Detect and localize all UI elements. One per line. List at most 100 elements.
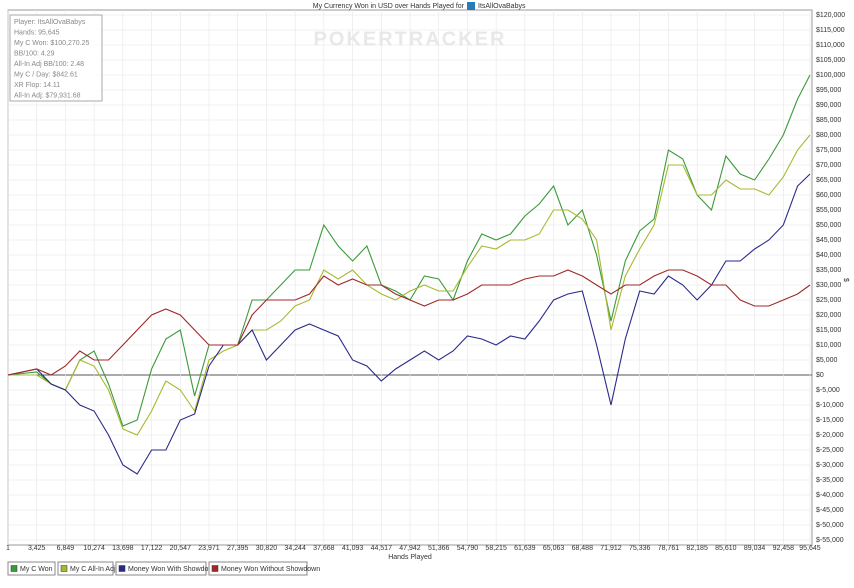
legend-label: My C All-In Adj bbox=[70, 566, 116, 573]
x-tick-label: 78,761 bbox=[658, 545, 680, 552]
y-tick-label: $120,000 bbox=[816, 12, 845, 19]
chart-title: My Currency Won in USD over Hands Played… bbox=[313, 3, 465, 10]
y-tick-label: $90,000 bbox=[816, 102, 841, 109]
y-tick-label: $-15,000 bbox=[816, 417, 844, 424]
y-tick-label: $-35,000 bbox=[816, 477, 844, 484]
stat-line: All-In Adj: $79,931.68 bbox=[14, 92, 81, 99]
x-tick-label: 47,942 bbox=[399, 545, 421, 552]
y-tick-label: $85,000 bbox=[816, 117, 841, 124]
y-tick-label: $-50,000 bbox=[816, 522, 844, 529]
y-tick-label: $60,000 bbox=[816, 192, 841, 199]
legend: My C Won My C All-In Adj Money Won With Sh… bbox=[7, 561, 320, 576]
series-line bbox=[8, 134, 811, 436]
y-tick-label: $-5,000 bbox=[816, 387, 840, 394]
legend-item[interactable]: Money Won With Showdown bbox=[115, 561, 217, 576]
y-tick-label: $70,000 bbox=[816, 162, 841, 169]
y-tick-label: $115,000 bbox=[816, 27, 845, 34]
stat-line: Player: ItsAllOvaBabys bbox=[14, 19, 86, 26]
y-tick-label: $-30,000 bbox=[816, 462, 844, 469]
legend-swatch bbox=[60, 565, 68, 572]
x-tick-label: 89,034 bbox=[744, 545, 766, 552]
x-tick-label: 71,912 bbox=[600, 545, 622, 552]
x-tick-label: 58,215 bbox=[485, 545, 507, 552]
y-tick-label: $15,000 bbox=[816, 327, 841, 334]
y-tick-label: $75,000 bbox=[816, 147, 841, 154]
stat-line: All-In Adj BB/100: 2.48 bbox=[14, 61, 84, 68]
legend-swatch bbox=[10, 565, 18, 572]
x-tick-label: 61,639 bbox=[514, 545, 536, 552]
stat-line: My C Won: $100,270.25 bbox=[14, 40, 89, 47]
y-tick-label: $0 bbox=[816, 372, 824, 379]
legend-label: My C Won bbox=[20, 566, 53, 573]
y-tick-label: $105,000 bbox=[816, 57, 845, 64]
x-tick-label: 17,122 bbox=[141, 545, 163, 552]
x-tick-label: 27,395 bbox=[227, 545, 249, 552]
x-tick-label: 92,458 bbox=[773, 545, 795, 552]
x-tick-label: 82,185 bbox=[686, 545, 708, 552]
legend-swatch bbox=[211, 565, 219, 572]
y-tick-label: $-25,000 bbox=[816, 447, 844, 454]
y-axis-label: $ bbox=[842, 278, 849, 282]
x-tick-label: 20,547 bbox=[170, 545, 192, 552]
x-tick-label: 41,093 bbox=[342, 545, 364, 552]
player-name: ItsAllOvaBabys bbox=[478, 3, 526, 10]
legend-box[interactable] bbox=[7, 561, 56, 576]
legend-label: Money Won Without Showdown bbox=[221, 566, 320, 573]
stat-line: Hands: 95,645 bbox=[14, 29, 60, 36]
series-line bbox=[7, 173, 811, 475]
y-tick-label: $40,000 bbox=[816, 252, 841, 259]
x-tick-label: 95,645 bbox=[799, 545, 821, 552]
y-tick-label: $95,000 bbox=[816, 87, 841, 94]
x-tick-label: 30,820 bbox=[256, 545, 278, 552]
legend-label: Money Won With Showdown bbox=[128, 566, 217, 573]
legend-swatch bbox=[118, 565, 126, 572]
y-tick-label: $10,000 bbox=[816, 342, 841, 349]
y-tick-label: $35,000 bbox=[816, 267, 841, 274]
legend-box[interactable] bbox=[208, 561, 308, 576]
x-tick-label: 6,849 bbox=[57, 545, 75, 552]
y-tick-label: $55,000 bbox=[816, 207, 841, 214]
y-tick-label: $20,000 bbox=[816, 312, 841, 319]
y-tick-label: $-55,000 bbox=[816, 537, 844, 544]
x-tick-label: 37,668 bbox=[313, 545, 335, 552]
legend-box[interactable] bbox=[57, 561, 114, 576]
x-tick-label: 68,488 bbox=[572, 545, 594, 552]
y-tick-label: $110,000 bbox=[816, 42, 845, 49]
x-tick-label: 10,274 bbox=[83, 545, 105, 552]
y-tick-label: $45,000 bbox=[816, 237, 841, 244]
y-tick-label: $-40,000 bbox=[816, 492, 844, 499]
x-tick-label: 65,063 bbox=[543, 545, 565, 552]
y-tick-label: $65,000 bbox=[816, 177, 841, 184]
legend-item[interactable]: Money Won Without Showdown bbox=[208, 561, 320, 576]
series-line bbox=[7, 269, 811, 376]
x-axis-label: Hands Played bbox=[388, 554, 432, 561]
legend-item[interactable]: My C All-In Adj bbox=[57, 561, 116, 576]
y-tick-label: $80,000 bbox=[816, 132, 841, 139]
y-tick-label: $-20,000 bbox=[816, 432, 844, 439]
x-tick-label: 51,366 bbox=[428, 545, 450, 552]
x-tick-label: 1 bbox=[6, 545, 10, 552]
x-tick-label: 44,517 bbox=[371, 545, 393, 552]
stat-line: XR Flop: 14.11 bbox=[14, 82, 60, 89]
y-tick-label: $100,000 bbox=[816, 72, 845, 79]
x-tick-label: 23,971 bbox=[198, 545, 220, 552]
x-tick-label: 85,610 bbox=[715, 545, 737, 552]
x-tick-label: 3,425 bbox=[28, 545, 46, 552]
stat-line: BB/100: 4.29 bbox=[14, 50, 55, 57]
legend-item[interactable]: My C Won bbox=[7, 561, 56, 576]
lines bbox=[7, 74, 811, 475]
y-tick-label: $-45,000 bbox=[816, 507, 844, 514]
stat-line: My C / Day: $842.61 bbox=[14, 71, 78, 78]
legend-box[interactable] bbox=[115, 561, 207, 576]
grid: $120,000 $115,000 $110,000 $105,000 $100,000… bbox=[6, 10, 845, 552]
x-tick-label: 13,698 bbox=[112, 545, 134, 552]
player-icon bbox=[467, 2, 475, 10]
stats: Player: ItsAllOvaBabys Hands: 95,645 My C … bbox=[14, 19, 89, 100]
y-tick-label: $25,000 bbox=[816, 297, 841, 304]
x-tick-label: 54,790 bbox=[457, 545, 479, 552]
x-tick-label: 34,244 bbox=[284, 545, 306, 552]
y-tick-label: $5,000 bbox=[816, 357, 838, 364]
x-tick-label: 75,336 bbox=[629, 545, 651, 552]
y-tick-label: $-10,000 bbox=[816, 402, 844, 409]
